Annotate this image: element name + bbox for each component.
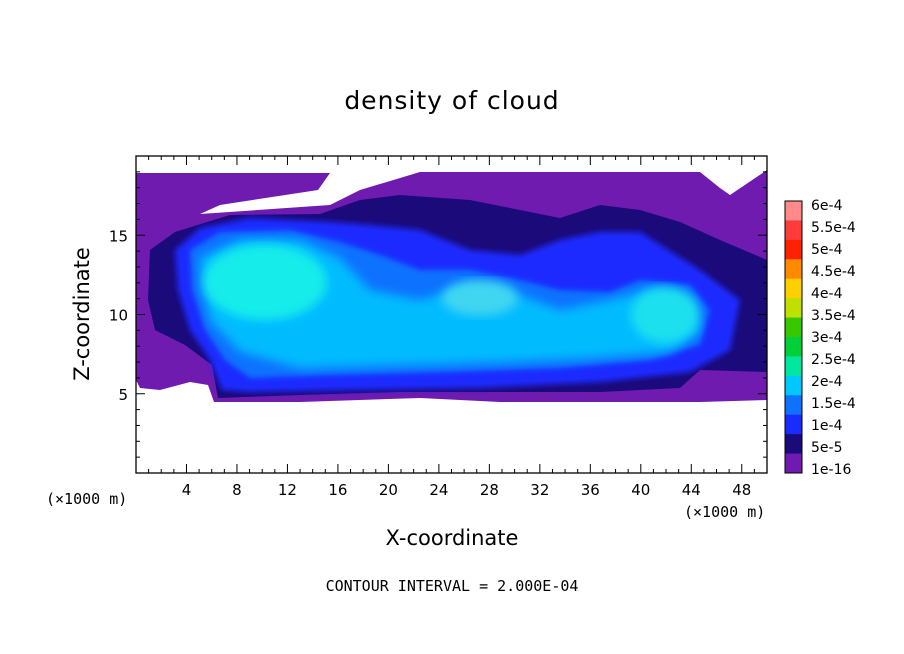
x-axis-label: X-coordinate — [385, 526, 519, 550]
colorbar-swatch — [785, 375, 802, 396]
colorbar-swatch — [785, 201, 802, 221]
colorbar-swatch — [785, 317, 802, 338]
x-tick-label: 24 — [429, 481, 448, 499]
colorbar-swatch — [785, 220, 802, 241]
colorbar-label: 1e-4 — [811, 418, 843, 434]
colorbar-frame — [784, 200, 803, 474]
colorbar-swatch — [785, 259, 802, 280]
y-tick-label: 5 — [118, 386, 128, 404]
colorbar-label: 2.5e-4 — [811, 352, 856, 368]
colorbar-swatch — [785, 337, 802, 357]
x-axis-ticks: 4 8 12 16 20 24 28 32 36 40 44 48 — [148, 156, 755, 499]
x-tick-label: 4 — [182, 481, 192, 499]
x-tick-label: 48 — [732, 481, 751, 499]
colorbar-label: 6e-4 — [811, 198, 843, 214]
colorbar-swatch — [785, 395, 802, 416]
colorbar-label: 5.5e-4 — [811, 220, 856, 236]
cloud-core-center — [442, 280, 518, 316]
colorbar-label: 2e-4 — [811, 374, 843, 390]
colorbar-swatch — [785, 414, 802, 435]
x-tick-label: 36 — [581, 481, 600, 499]
colorbar-label: 5e-5 — [811, 440, 842, 456]
x-tick-label: 40 — [631, 481, 650, 499]
x-tick-label: 16 — [328, 481, 347, 499]
contour-interval-note: CONTOUR INTERVAL = 2.000E-04 — [325, 577, 579, 595]
colorbar-label: 4.5e-4 — [811, 264, 856, 280]
colorbar-swatch — [785, 453, 802, 474]
y-tick-label: 10 — [109, 307, 128, 325]
colorbar-label: 1.5e-4 — [811, 396, 856, 412]
x-tick-label: 32 — [530, 481, 549, 499]
x-axis-unit: (×1000 m) — [684, 503, 766, 521]
colorbar-swatch — [785, 298, 802, 319]
colorbar: 6e-4 5.5e-4 5e-4 4.5e-4 4e-4 3.5e-4 3e-4 2.5e-4… — [784, 198, 856, 478]
colorbar-swatch — [785, 278, 802, 299]
x-tick-label: 12 — [278, 481, 297, 499]
colorbar-label: 3.5e-4 — [811, 308, 856, 324]
colorbar-swatch — [785, 239, 802, 260]
colorbar-label: 1e-16 — [811, 462, 851, 478]
chart-title: density of cloud — [344, 86, 560, 115]
colorbar-label: 3e-4 — [811, 330, 843, 346]
y-tick-label: 15 — [109, 227, 128, 245]
y-axis-label: Z-coordinate — [70, 247, 94, 381]
cloud-field — [136, 170, 767, 402]
x-tick-label: 20 — [379, 481, 398, 499]
x-tick-label: 28 — [480, 481, 499, 499]
x-tick-label: 8 — [232, 481, 242, 499]
y-axis-ticks: 5 10 15 — [109, 171, 767, 458]
colorbar-label: 4e-4 — [811, 286, 843, 302]
x-tick-label: 44 — [682, 481, 701, 499]
cloud-core-west — [203, 244, 327, 320]
colorbar-swatch — [785, 356, 802, 377]
y-axis-unit: (×1000 m) — [46, 490, 128, 508]
colorbar-label: 5e-4 — [811, 242, 843, 258]
colorbar-swatch — [785, 434, 802, 455]
cloud-core-east — [631, 287, 699, 343]
